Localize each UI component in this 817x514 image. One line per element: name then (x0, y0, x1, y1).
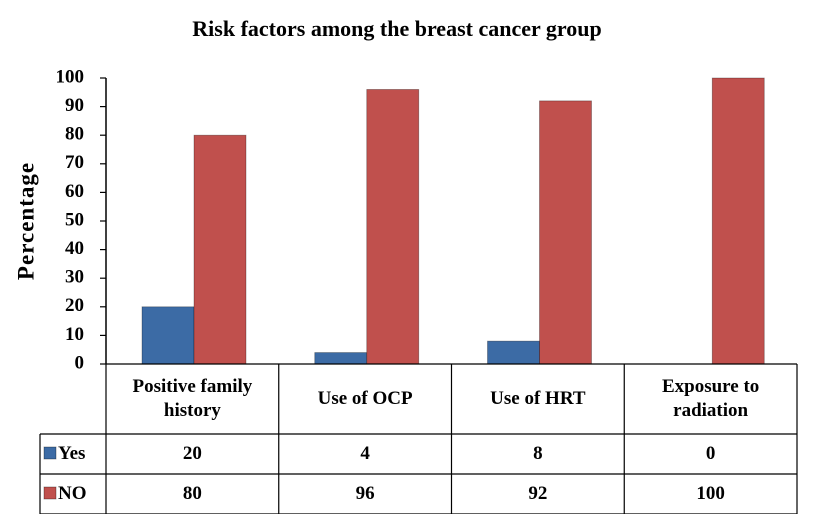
x-tick-label: Exposure to radiation (661, 376, 760, 421)
bar (314, 352, 368, 365)
legend-label: NO (58, 483, 87, 505)
table-value: 8 (533, 443, 543, 465)
x-tick-label: Use of OCP (317, 388, 413, 410)
y-tick-label: 90 (65, 95, 84, 116)
table-value: 0 (705, 443, 716, 465)
legend-marker (43, 446, 57, 460)
table-value: 96 (355, 483, 375, 505)
bar (711, 77, 765, 365)
legend-marker (43, 486, 57, 500)
table-value: 20 (182, 443, 202, 465)
y-axis-label: Percentage (13, 162, 38, 280)
bar (487, 340, 540, 365)
y-tick-label: 30 (65, 267, 84, 288)
y-tick-label: 100 (56, 66, 85, 87)
bar (366, 89, 420, 365)
x-tick-label: Use of HRT (490, 388, 586, 410)
y-tick-label: 60 (65, 181, 84, 202)
y-tick-label: 20 (65, 295, 84, 316)
table-value: 80 (182, 483, 202, 505)
table-value: 92 (528, 483, 548, 505)
table-value: 4 (360, 443, 370, 465)
legend-label: Yes (58, 443, 86, 465)
chart-title: Risk factors among the breast cancer gro… (192, 16, 601, 41)
y-tick-label: 80 (65, 124, 84, 145)
bar (141, 306, 195, 365)
y-tick-label: 50 (65, 209, 84, 230)
bar (539, 100, 592, 365)
table-value: 100 (696, 483, 725, 505)
y-tick-label: 0 (75, 352, 85, 373)
y-tick-label: 70 (65, 152, 84, 173)
y-tick-label: 10 (65, 324, 84, 345)
x-tick-label: Positive family history (132, 376, 253, 421)
bar (193, 134, 247, 365)
y-tick-label: 40 (65, 238, 84, 259)
